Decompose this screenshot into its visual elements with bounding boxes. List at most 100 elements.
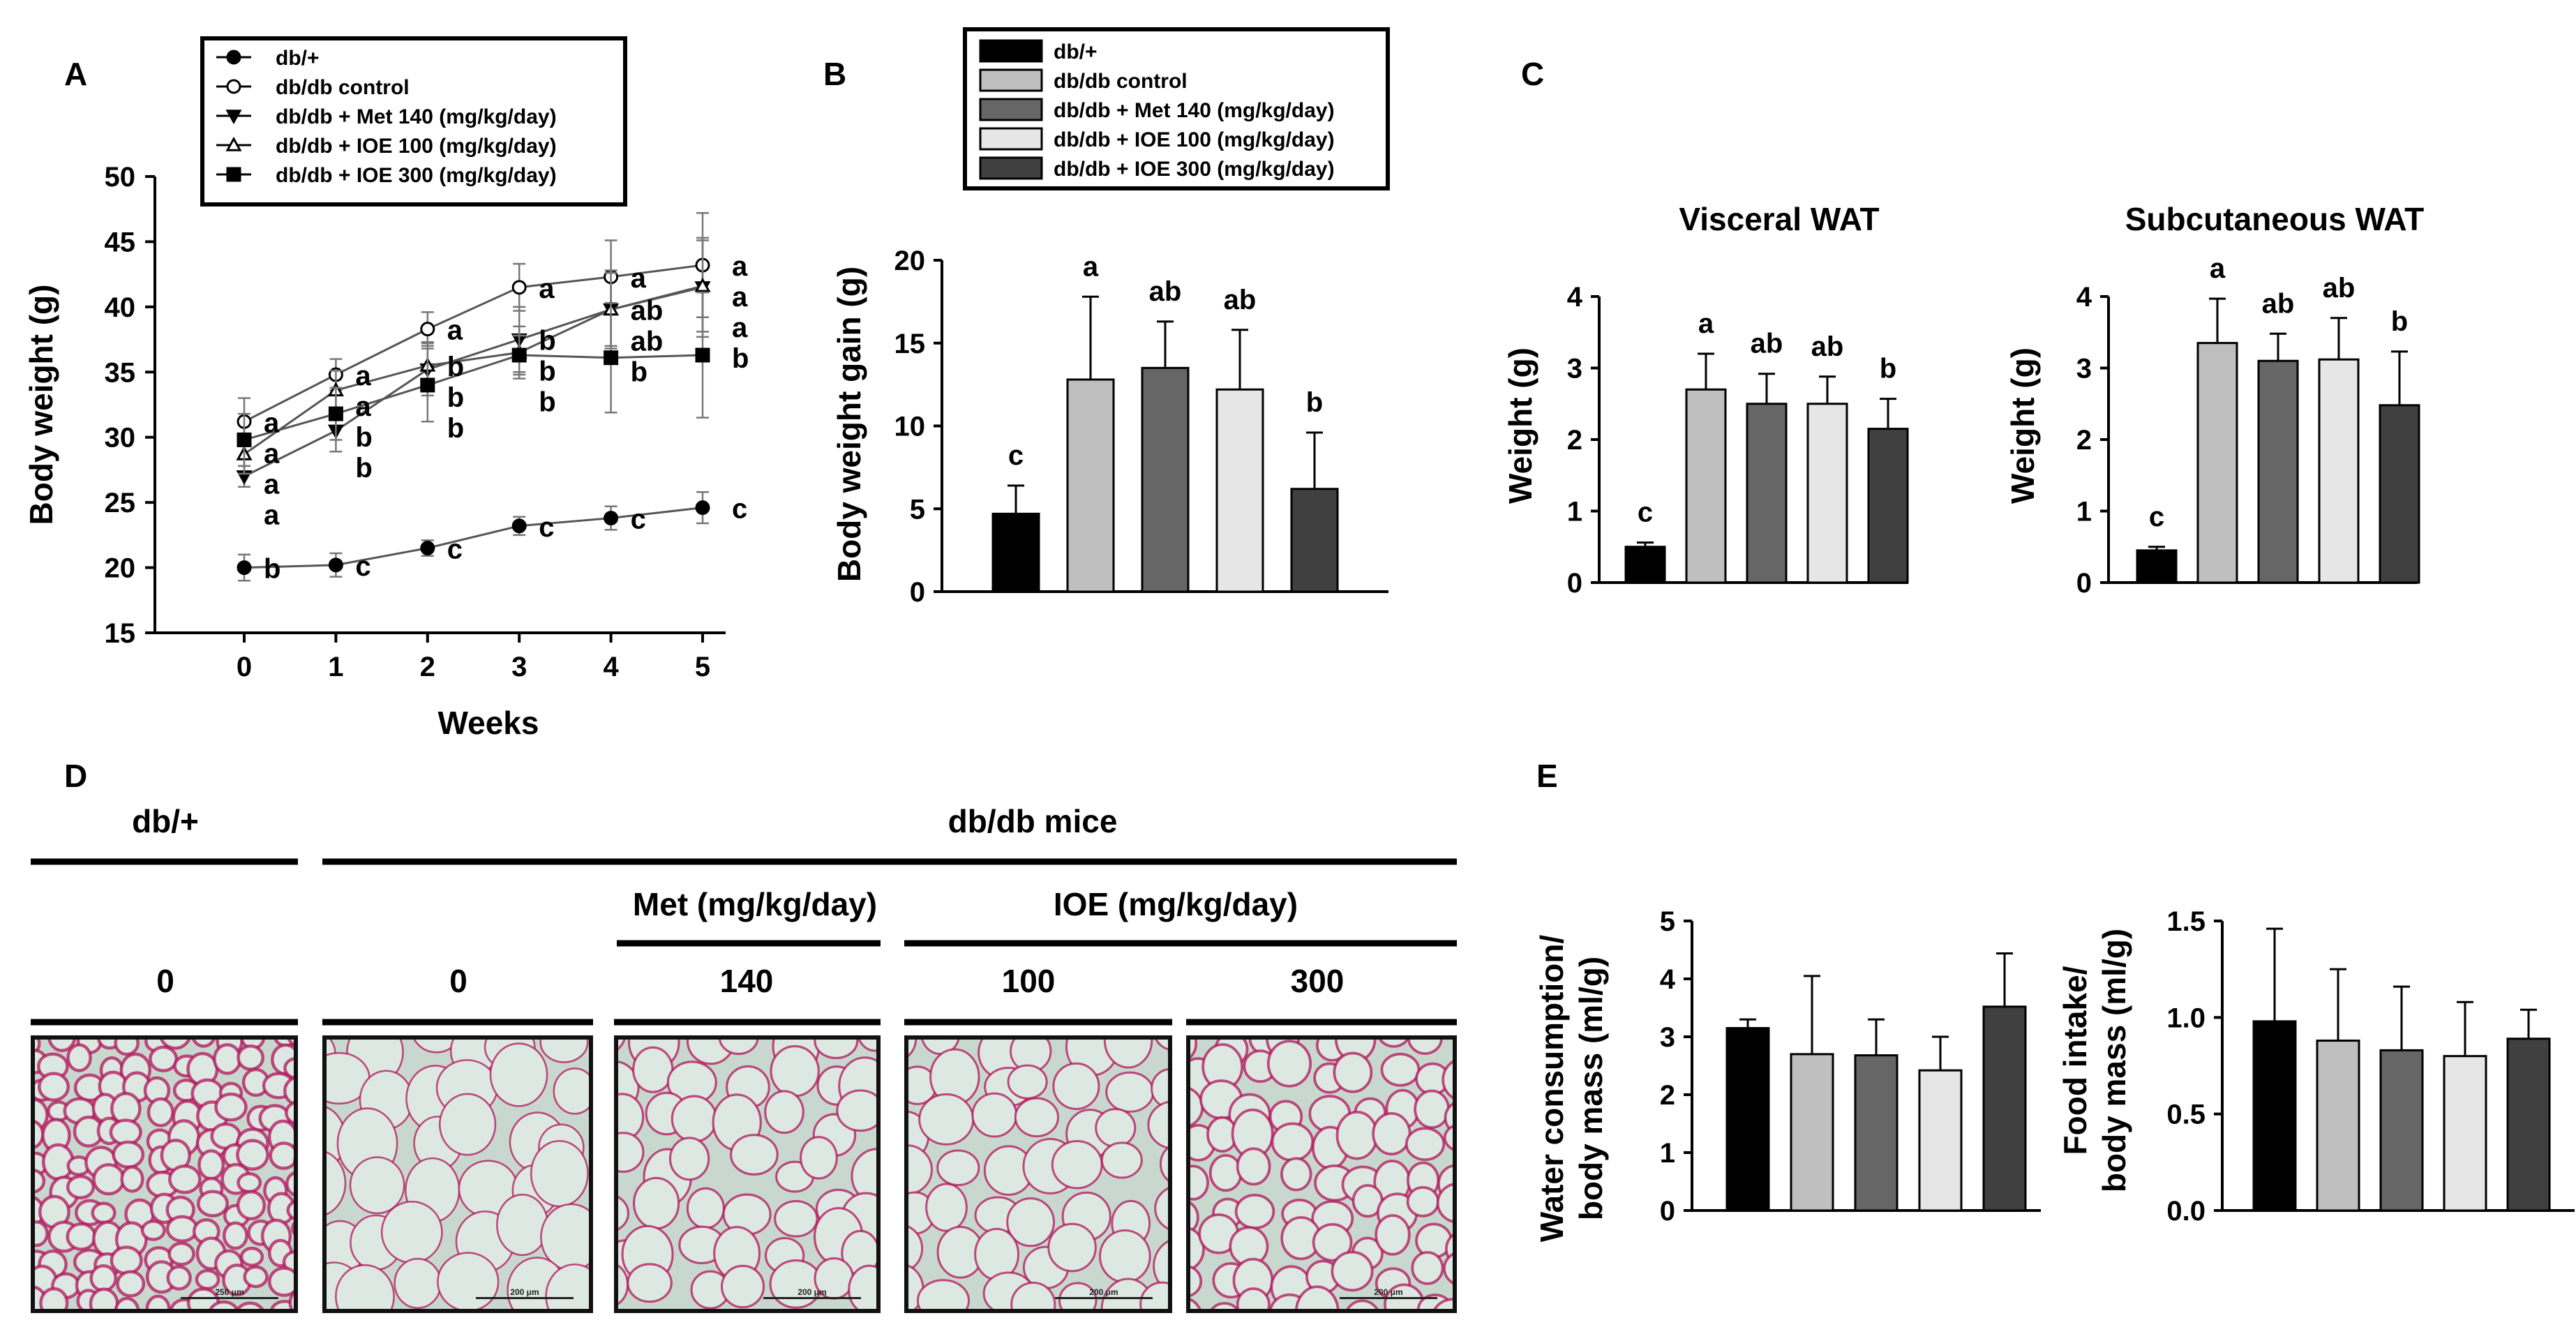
bar-ytick-label: 4 [1567,282,1583,313]
bar-ytick-label: 5 [1660,906,1675,937]
chart-a-sig-letter: b [447,413,464,444]
legend-a-marker [226,79,241,94]
panel-label-a: A [64,56,87,92]
adipocyte [285,1171,294,1197]
chart-a-point [511,347,527,363]
adipocyte [918,1093,975,1146]
histology-image-0: 250 μm [31,1035,298,1313]
chart-a-sig-letter: a [732,282,748,313]
adipocyte [92,1163,126,1196]
bar-sig-letter: ab [1811,331,1844,362]
bar-y-label: Weight (g) [2005,347,2041,504]
chart-a-ytick-label: 35 [105,357,136,388]
chart-a-sig-letter: a [732,251,748,282]
adipocyte [110,1245,143,1275]
tissue-section [908,1040,1168,1309]
adipocyte [1190,1265,1203,1297]
adipocyte [1271,1122,1315,1162]
bar-3 [1806,403,1848,584]
adipocyte [147,1097,174,1127]
adipocyte [91,1201,117,1224]
chart-e-food-intake: 0.0 0.5 1.0 1.5 Food intake/body mass (ml/g) [2057,906,2575,1227]
adipocyte [668,1137,710,1181]
adipocyte [268,1266,294,1297]
adipocyte [764,1090,804,1134]
chart-a-sig-letter: a [355,391,371,422]
bar-ytick-label: 15 [894,329,926,359]
adipocyte [1443,1252,1453,1284]
adipocyte [1375,1214,1411,1256]
chart-a-point [420,322,435,337]
panel-label-b: B [823,56,846,92]
adipocyte [539,1040,589,1063]
adipocyte [1100,1141,1143,1179]
chart-a-sig-letter: b [539,326,555,357]
bar-sig-letter: ab [2323,273,2356,303]
chart-a-sig-letter: b [631,357,647,388]
histology-image-1: 200 μm [322,1035,593,1313]
bar-ytick-label: 0 [910,577,925,608]
adipocyte [283,1076,294,1106]
adipocyte [618,1132,645,1173]
dose-label: 300 [1291,963,1345,999]
bar-ytick-label: 0 [2076,568,2092,599]
adipocyte [287,1040,294,1047]
adipocyte [1051,1139,1103,1190]
histology-headers: db/+ db/db mice Met (mg/kg/day) IOE (mg/… [31,803,1457,1026]
legend-a-frame [200,36,627,207]
bar-4 [1982,1005,2027,1212]
panel-label-c: C [1521,56,1544,92]
adipocyte [1436,1183,1453,1223]
bar-4 [2379,404,2420,584]
bar-sig-letter: b [1306,387,1323,418]
adipocyte [769,1259,823,1309]
bar-0 [991,512,1040,593]
adipocyte [1190,1164,1209,1201]
adipocyte [1444,1102,1453,1133]
bar-sig-letter: ab [2262,288,2295,319]
bar-0 [1725,1027,1770,1212]
adipocyte [836,1089,876,1132]
adipocyte [236,1301,264,1309]
chart-a-series-line [244,285,703,456]
scale-bar-label: 250 μm [215,1287,244,1297]
bar-1 [1066,378,1115,593]
chart-a-sig-letter: b [539,387,555,418]
adipocyte [496,1193,549,1257]
adipocyte [632,1046,674,1093]
ioe-dose-header: IOE (mg/kg/day) [1054,886,1298,922]
bar-1 [2316,1040,2360,1212]
bar-3 [2443,1055,2487,1212]
adipocyte [413,1040,460,1054]
chart-a-point [237,432,252,447]
adipocyte [38,1072,70,1102]
adipocyte [1190,1298,1201,1309]
adipocyte [770,1044,820,1097]
adipocyte [774,1199,818,1238]
bar-2 [2257,359,2299,584]
adipocyte [1147,1100,1168,1149]
adipocyte [1058,1282,1098,1309]
adipocyte [1006,1197,1055,1247]
adipocyte [1190,1201,1199,1234]
legend-a-marker [226,167,241,182]
adipocyte [1151,1068,1168,1109]
adipocyte [149,1045,179,1072]
adipocyte [1295,1285,1340,1309]
adipocyte [925,1183,968,1232]
chart-a-sig-letter: a [631,263,647,294]
adipocyte [291,1221,294,1236]
chart-b-body-weight-gain: 0 5 10 15 20 c a ab ab b Body weight gain (g) [831,246,1388,608]
legend-b-label: db/+ [1054,40,1098,63]
chart-a-sig-letter: c [355,551,370,582]
adipocyte [214,1092,248,1122]
bar-3 [2318,358,2360,584]
bar-2 [1141,366,1190,593]
chart-a-xtick-label: 3 [511,652,527,682]
legend-b-label: db/db + Met 140 (mg/kg/day) [1054,99,1335,122]
bar-y-label-line: body mass (ml/g) [1573,957,1609,1220]
adipocyte [145,1294,171,1309]
chart-a-series-line [244,354,703,441]
dose-label: 140 [720,963,774,999]
